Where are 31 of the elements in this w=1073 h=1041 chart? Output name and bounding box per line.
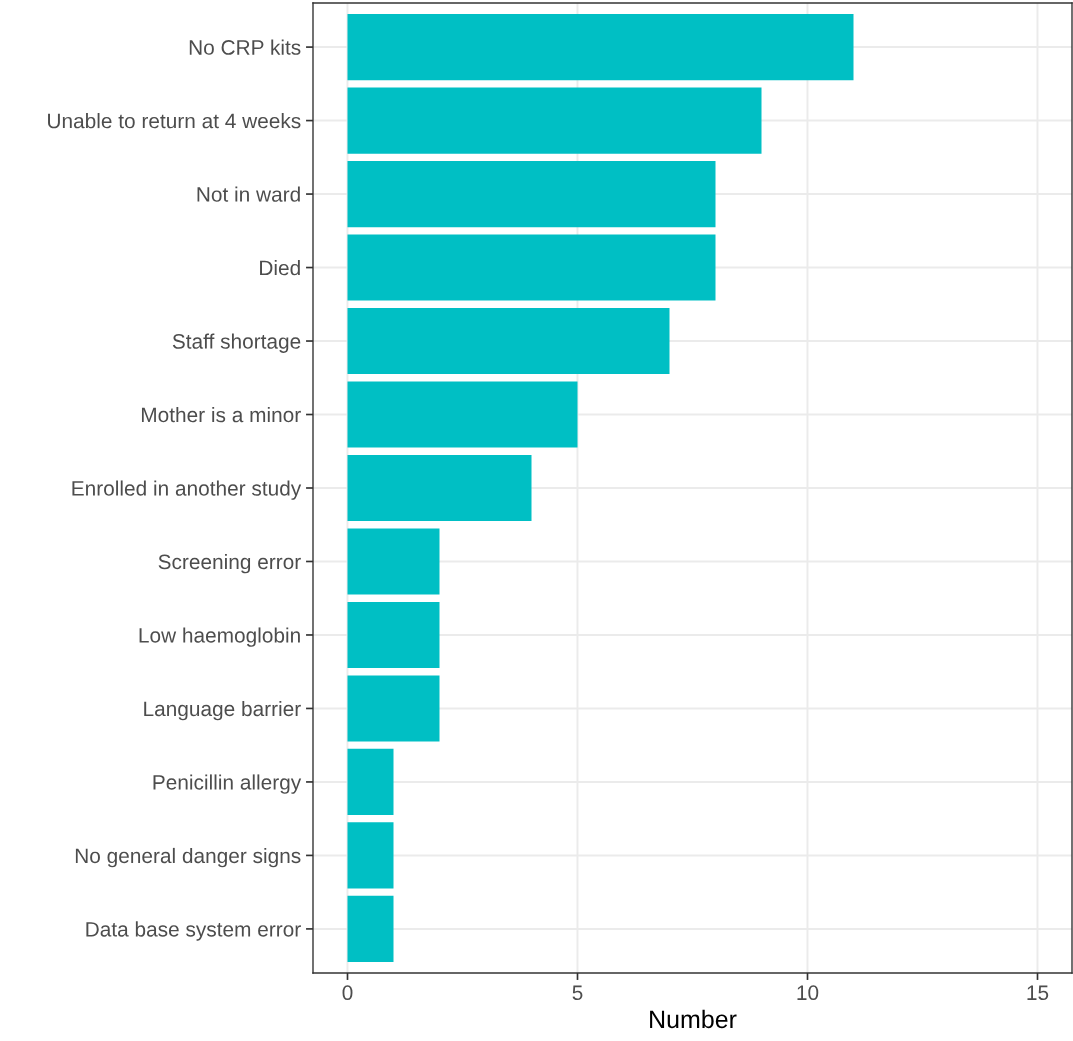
bar <box>347 160 716 228</box>
bar <box>347 675 440 742</box>
bar <box>347 14 854 81</box>
y-tick-label: Died <box>260 260 300 276</box>
y-tick-label: Unable to return at 4 weeks <box>48 113 301 129</box>
y-tick-label: Not in ward <box>197 186 300 202</box>
bar <box>347 601 440 669</box>
bar <box>347 528 440 595</box>
y-tick-label: No general danger signs <box>75 847 301 868</box>
bar <box>347 87 762 154</box>
bar <box>347 748 394 816</box>
y-tick-label: Staff shortage <box>172 333 301 353</box>
x-tick-label: 15 <box>1027 985 1049 1001</box>
x-axis-title: Number <box>650 1009 737 1029</box>
bar <box>347 895 394 962</box>
y-tick-label: No CRP kits <box>189 39 301 55</box>
y-tick-label: Language barrier <box>144 700 301 721</box>
y-tick-label: Screening error <box>158 553 301 574</box>
x-tick-label: 5 <box>572 985 583 1001</box>
x-tick-label: 0 <box>342 985 353 1001</box>
y-tick-label: Data base system error <box>86 921 301 941</box>
y-tick-label: Penicillin allergy <box>153 774 302 794</box>
y-tick-label: Enrolled in another study <box>72 480 302 500</box>
y-tick-label: Low haemoglobin <box>139 627 300 647</box>
bar <box>347 234 716 301</box>
bar <box>347 381 578 448</box>
bar <box>347 307 670 375</box>
bar <box>347 822 394 889</box>
x-tick-label: 10 <box>797 985 819 1001</box>
y-tick-label: Mother is a minor <box>141 406 301 423</box>
bar <box>347 454 532 522</box>
